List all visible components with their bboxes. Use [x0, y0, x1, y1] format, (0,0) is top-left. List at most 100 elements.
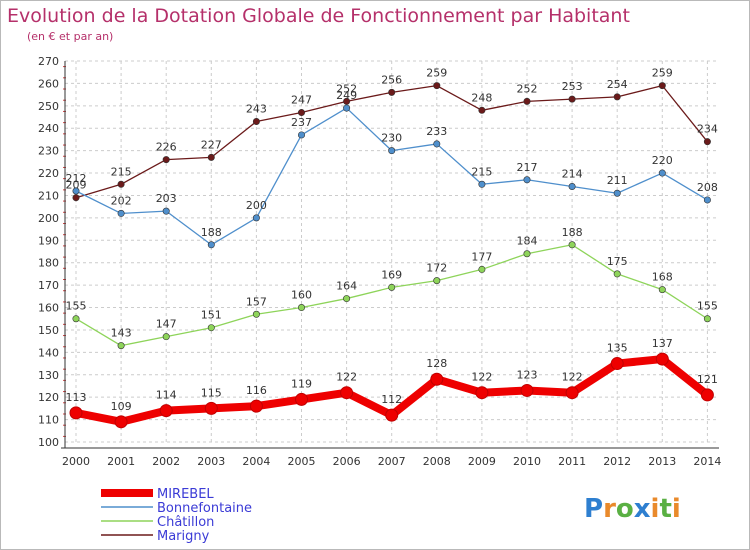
data-point — [249, 399, 263, 413]
x-tick-label: 2010 — [513, 455, 541, 468]
data-label: 115 — [201, 386, 222, 399]
data-point — [340, 386, 354, 400]
legend-label: MIREBEL — [157, 487, 214, 502]
x-tick-label: 2011 — [558, 455, 586, 468]
data-point — [568, 241, 576, 249]
data-label: 128 — [426, 357, 447, 370]
y-tick-label: 210 — [38, 189, 59, 202]
data-label: 121 — [697, 373, 718, 386]
y-tick-label: 110 — [38, 414, 59, 427]
data-point — [433, 277, 441, 285]
data-point — [204, 401, 218, 415]
data-point — [207, 324, 215, 332]
x-tick-label: 2000 — [62, 455, 90, 468]
data-label: 230 — [381, 132, 402, 145]
y-tick-label: 150 — [38, 324, 59, 337]
x-tick-label: 2003 — [197, 455, 225, 468]
data-label: 112 — [381, 393, 402, 406]
data-label: 177 — [471, 250, 492, 263]
data-point — [568, 183, 576, 191]
data-point — [162, 156, 170, 164]
data-label: 253 — [562, 80, 583, 93]
data-point — [658, 82, 666, 90]
data-point — [388, 147, 396, 155]
series-chtillon: 155 143 147 151 157 160 164 169 172 177 184 188 175 1… — [66, 226, 718, 350]
y-tick-label: 230 — [38, 145, 59, 158]
data-label: 119 — [291, 377, 312, 390]
data-point — [252, 310, 260, 318]
data-point — [72, 187, 80, 195]
y-tick-label: 200 — [38, 212, 59, 225]
legend-item: MIREBEL — [101, 487, 214, 502]
proxiti-logo: Proxiti — [584, 494, 681, 524]
x-tick-label: 2013 — [648, 455, 676, 468]
data-point — [297, 131, 305, 139]
x-tick-label: 2002 — [152, 455, 180, 468]
data-point — [72, 194, 80, 202]
legend-label: Marigny — [157, 529, 210, 544]
y-tick-label: 140 — [38, 346, 59, 359]
legend-item: Bonnefontaine — [101, 501, 252, 516]
data-label: 122 — [471, 371, 492, 384]
y-tick-label: 100 — [38, 436, 59, 449]
data-label: 215 — [471, 165, 492, 178]
data-label: 169 — [381, 268, 402, 281]
data-point — [117, 180, 125, 188]
y-tick-label: 180 — [38, 257, 59, 270]
data-point — [207, 241, 215, 249]
data-point — [207, 153, 215, 161]
legend-item: Marigny — [101, 529, 210, 544]
data-point — [703, 196, 711, 204]
data-point — [658, 169, 666, 177]
gridlines — [65, 60, 719, 443]
y-tick-label: 260 — [38, 77, 59, 90]
chart-title: Evolution de la Dotation Globale de Fonc… — [7, 5, 630, 27]
data-label: 155 — [66, 300, 87, 313]
x-tick-label: 2005 — [288, 455, 316, 468]
data-label: 208 — [697, 181, 718, 194]
y-tick-label: 220 — [38, 167, 59, 180]
data-label: 200 — [246, 199, 267, 212]
data-point — [252, 118, 260, 126]
data-point — [295, 392, 308, 406]
data-label: 248 — [471, 91, 492, 104]
data-label: 175 — [607, 255, 628, 268]
y-tick-label: 240 — [38, 122, 59, 135]
data-label: 259 — [652, 67, 673, 80]
data-point — [162, 333, 170, 341]
data-label: 160 — [291, 289, 312, 302]
x-tick-label: 2009 — [468, 455, 496, 468]
data-label: 113 — [66, 391, 87, 404]
data-point — [72, 315, 80, 323]
data-point — [565, 386, 579, 400]
data-point — [117, 209, 125, 217]
data-point — [433, 82, 441, 90]
data-label: 220 — [652, 154, 673, 167]
data-label: 172 — [426, 262, 447, 275]
data-point — [478, 265, 486, 273]
data-point — [475, 386, 489, 400]
data-point — [162, 207, 170, 215]
data-point — [613, 270, 621, 278]
data-point — [478, 180, 486, 188]
data-label: 209 — [66, 179, 87, 192]
x-tick-label: 2004 — [242, 455, 270, 468]
data-label: 256 — [381, 73, 402, 86]
data-point — [568, 95, 576, 103]
x-tick-label: 2014 — [693, 455, 721, 468]
data-label: 227 — [201, 138, 222, 151]
data-point — [655, 352, 669, 366]
data-point — [252, 214, 260, 222]
data-point — [159, 404, 173, 418]
data-label: 252 — [517, 82, 538, 95]
y-tick-label: 190 — [38, 234, 59, 247]
data-label: 188 — [201, 226, 222, 239]
data-label: 155 — [697, 300, 718, 313]
series-bonnefontaine: 212 202 203 188 200 237 249 230 233 215 217 214 211 2… — [66, 89, 718, 249]
data-point — [613, 93, 621, 101]
data-point — [343, 97, 351, 105]
data-label: 217 — [517, 161, 538, 174]
series-mirebel: 113 109 114 115 116 119 122 112 128 122 123 122 135 1… — [66, 337, 718, 429]
data-label: 249 — [336, 89, 357, 102]
